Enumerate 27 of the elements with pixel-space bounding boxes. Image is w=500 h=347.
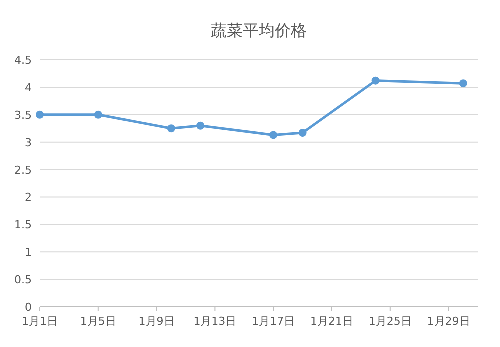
x-tick-label: 1月9日 (138, 315, 175, 328)
y-tick-label: 0.5 (14, 274, 32, 287)
y-tick-label: 4.5 (14, 54, 32, 67)
point (298, 129, 307, 137)
y-tick-label: 1.5 (14, 218, 32, 232)
point (459, 80, 468, 88)
point (36, 110, 44, 119)
y-tick-label: 2 (25, 191, 32, 204)
point (94, 110, 102, 119)
point (372, 76, 380, 85)
y-tick-label: 3.5 (14, 108, 32, 122)
y-tick-label: 2.5 (14, 164, 32, 177)
x-tick-label: 1月17日 (252, 315, 296, 328)
x-tick-label: 1月25日 (368, 315, 412, 328)
x-tick-label: 1月21日 (310, 315, 354, 328)
y-tick-label: 3 (25, 136, 32, 150)
point (196, 122, 205, 130)
point (167, 124, 176, 133)
y-tick-label: 0 (25, 301, 32, 314)
y-tick-label: 1 (25, 246, 32, 260)
chart-title: 蔬菜平均价格 (211, 21, 307, 40)
point (270, 131, 278, 140)
x-tick-label: 1月29日 (427, 315, 470, 328)
x-tick-label: 1月13日 (194, 315, 237, 328)
y-tick-label: 4 (25, 81, 32, 94)
x-tick-label: 1月1日 (22, 315, 58, 328)
x-tick-label: 1月5日 (80, 315, 116, 328)
